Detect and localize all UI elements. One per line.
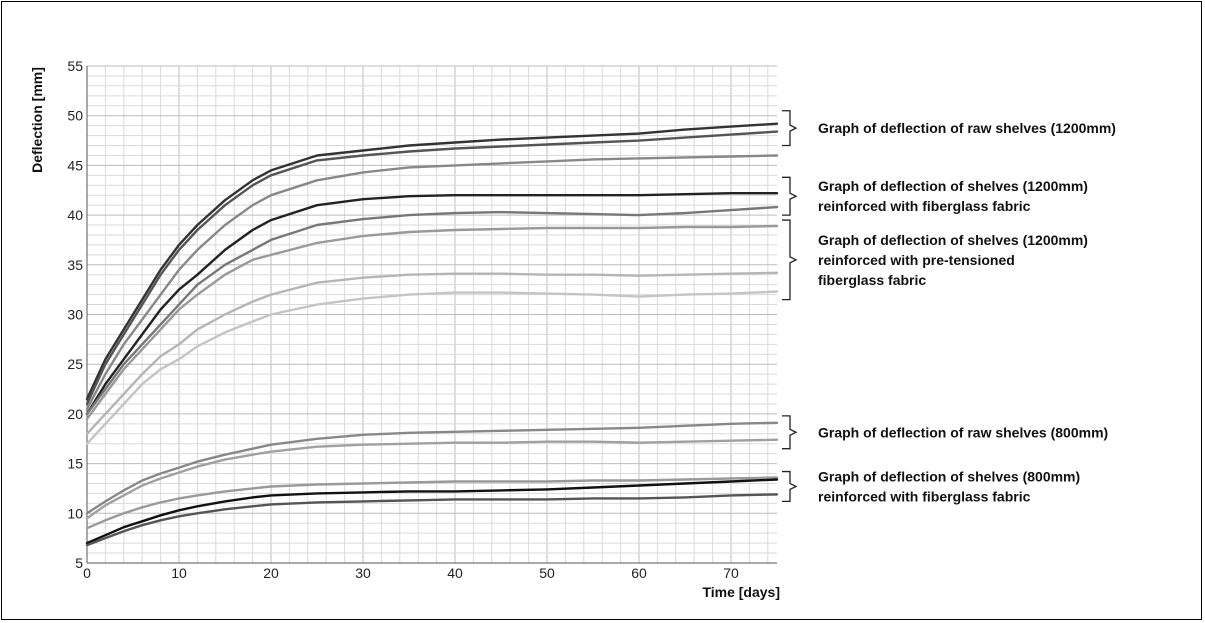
x-tick-label: 40 — [447, 565, 463, 581]
y-tick-label: 5 — [75, 555, 83, 571]
annotation-brace — [782, 219, 798, 301]
y-tick-label: 50 — [67, 108, 83, 124]
y-tick-label: 55 — [67, 58, 83, 74]
x-tick-label: 20 — [263, 565, 279, 581]
y-tick-label: 10 — [67, 505, 83, 521]
annotation-text: reinforced with fiberglass fabric — [818, 198, 1031, 214]
annotation-text: reinforced with fiberglass fabric — [818, 488, 1031, 504]
x-tick-label: 30 — [355, 565, 371, 581]
x-tick-label: 10 — [171, 565, 187, 581]
annotation-text: Graph of deflection of shelves (1200mm) — [818, 232, 1088, 248]
annotation-text: reinforced with pre-tensioned — [818, 252, 1015, 268]
y-tick-label: 25 — [67, 356, 83, 372]
annotation-text: fiberglass fabric — [818, 272, 926, 288]
x-tick-label: 50 — [539, 565, 555, 581]
series-line-11 — [85, 476, 779, 530]
annotation-text: Graph of deflection of raw shelves (1200… — [818, 120, 1116, 136]
annotation-brace — [782, 470, 798, 503]
annotation-text: Graph of deflection of shelves (1200mm) — [818, 178, 1088, 194]
x-tick-label: 60 — [631, 565, 647, 581]
annotation-brace — [782, 415, 798, 450]
y-axis-label: Deflection [mm] — [29, 67, 45, 173]
x-tick-label: 0 — [83, 565, 91, 581]
series-line-1 — [85, 122, 779, 401]
series-line-6 — [85, 224, 779, 421]
series-line-2 — [85, 130, 779, 406]
x-axis-label: Time [days] — [702, 584, 780, 600]
y-tick-label: 45 — [67, 157, 83, 173]
series-line-13 — [85, 493, 779, 547]
annotations: Graph of deflection of raw shelves (1200… — [782, 110, 1116, 504]
x-tick-label: 70 — [723, 565, 739, 581]
y-tick-label: 40 — [67, 207, 83, 223]
series-line-7 — [85, 271, 779, 435]
series-line-4 — [85, 192, 779, 416]
series-line-10 — [85, 438, 779, 520]
tick-labels: 0 10 20 30 40 50 60 70 5 10 15 20 25 30 35 40 45 50 55 — [67, 58, 739, 581]
series-line-12 — [85, 478, 779, 545]
series-line-8 — [85, 290, 779, 445]
annotation-text: Graph of deflection of shelves (800mm) — [818, 468, 1080, 484]
y-tick-label: 35 — [67, 257, 83, 273]
series-line-5 — [85, 205, 779, 416]
series-line-3 — [85, 154, 779, 411]
grid — [86, 65, 777, 564]
annotation-text: Graph of deflection of raw shelves (800m… — [818, 424, 1108, 440]
series-line-9 — [85, 421, 779, 515]
y-tick-label: 20 — [67, 406, 83, 422]
annotation-brace — [782, 176, 798, 216]
annotation-brace — [782, 110, 798, 147]
y-tick-label: 30 — [67, 307, 83, 323]
y-tick-label: 15 — [67, 456, 83, 472]
series-group — [85, 122, 779, 547]
